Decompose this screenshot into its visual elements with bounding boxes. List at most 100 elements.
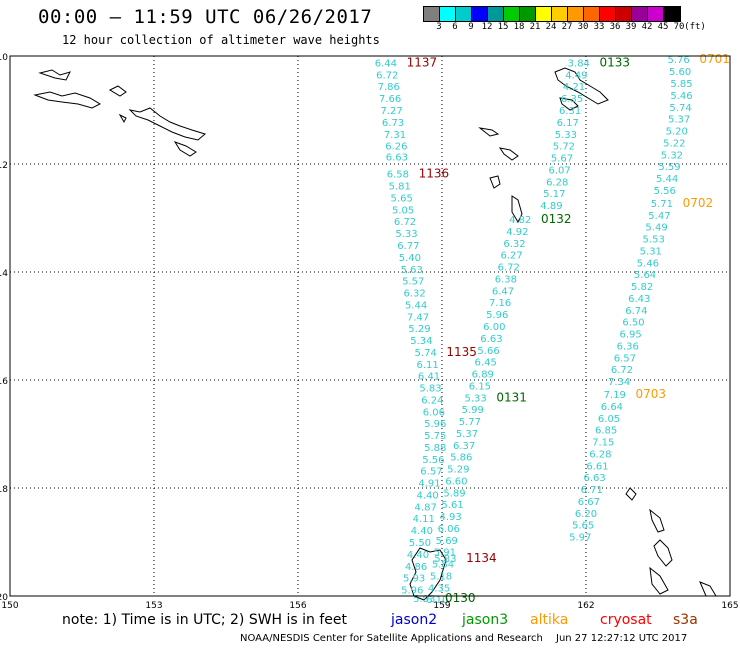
wave-height-value: 5.86 bbox=[450, 453, 472, 464]
wave-height-value: 4.93 bbox=[440, 512, 462, 523]
color-scale-tick: 12 bbox=[481, 22, 493, 32]
wave-height-value: 5.65 bbox=[391, 193, 413, 204]
wave-height-value: 6.00 bbox=[483, 322, 505, 333]
lat-label: -14 bbox=[0, 269, 8, 279]
generated-timestamp: Jun 27 12:27:12 UTC 2017 bbox=[556, 633, 688, 644]
wave-height-value: 5.96 bbox=[401, 586, 423, 597]
wave-height-value: 6.06 bbox=[438, 524, 460, 535]
coastline bbox=[108, 85, 127, 97]
wave-height-value: 6.57 bbox=[420, 467, 442, 478]
color-swatch bbox=[664, 7, 680, 21]
pass-id-label: 0701 bbox=[699, 52, 730, 66]
wave-height-value: 6.31 bbox=[559, 106, 581, 117]
wave-height-value: 5.31 bbox=[640, 246, 662, 257]
wave-height-value: 6.85 bbox=[595, 426, 617, 437]
wave-height-value: 5.53 bbox=[643, 235, 665, 246]
wave-height-value: 6.67 bbox=[578, 497, 600, 508]
wave-height-value: 7.86 bbox=[378, 82, 400, 93]
lat-label: -18 bbox=[0, 485, 8, 495]
wave-height-value: 6.27 bbox=[500, 251, 522, 262]
wave-height-value: 6.45 bbox=[475, 358, 497, 369]
wave-height-value: 5.84 bbox=[432, 560, 454, 571]
coastline bbox=[128, 107, 207, 141]
wave-height-value: 6.32 bbox=[503, 239, 525, 250]
wave-height-value: 5.96 bbox=[486, 310, 508, 321]
wave-height-value: 5.67 bbox=[551, 154, 573, 165]
wave-height-value: 5.46 bbox=[670, 91, 692, 102]
pass-id-label: 0702 bbox=[683, 196, 714, 210]
color-scale-tick: 24 bbox=[545, 22, 557, 32]
color-scale-unit: (ft) bbox=[684, 22, 706, 32]
wave-height-value: 4.86 bbox=[405, 562, 427, 573]
color-scale-tick: 9 bbox=[468, 22, 474, 32]
color-swatch bbox=[584, 7, 600, 21]
color-scale-tick: 27 bbox=[561, 22, 573, 32]
color-swatch bbox=[632, 7, 648, 21]
color-swatch bbox=[440, 7, 456, 21]
wave-height-value: 6.72 bbox=[376, 70, 398, 81]
color-swatch bbox=[600, 7, 616, 21]
lat-label: -12 bbox=[0, 161, 8, 171]
altimeter-tracks: 6.446.727.867.667.276.737.316.266.631137… bbox=[375, 52, 730, 606]
coastline bbox=[649, 508, 665, 533]
wave-height-value: 5.65 bbox=[572, 521, 594, 532]
color-swatch bbox=[552, 7, 568, 21]
wave-height-value: 6.10 bbox=[426, 595, 448, 606]
wave-height-value: 6.38 bbox=[495, 274, 517, 285]
track-0132: 4.824.926.326.276.726.386.477.165.966.00… bbox=[469, 212, 572, 392]
coastline bbox=[478, 127, 500, 137]
wave-height-value: 7.34 bbox=[608, 377, 630, 388]
wave-height-value: 5.47 bbox=[648, 211, 670, 222]
wave-height-value: 4.91 bbox=[418, 479, 440, 490]
wave-height-value: 6.71 bbox=[581, 485, 603, 496]
wave-height-value: 4.89 bbox=[540, 201, 562, 212]
credit-text: NOAA/NESDIS Center for Satellite Applica… bbox=[240, 633, 543, 644]
wave-height-value: 6.41 bbox=[418, 372, 440, 383]
coastlines bbox=[33, 67, 717, 601]
wave-height-value: 5.69 bbox=[436, 536, 458, 547]
color-scale-bar bbox=[423, 6, 681, 22]
wave-height-value: 6.07 bbox=[548, 165, 570, 176]
wave-height-value: 5.97 bbox=[569, 533, 591, 544]
track-0131: 5.335.995.775.376.375.865.296.605.895.61… bbox=[426, 390, 527, 606]
color-scale-tick: 45 bbox=[657, 22, 669, 32]
wave-height-value: 4.11 bbox=[413, 514, 435, 525]
wave-height-value: 5.56 bbox=[654, 186, 676, 197]
wave-height-value: 5.29 bbox=[447, 465, 469, 476]
wave-height-value: 5.46 bbox=[637, 258, 659, 269]
wave-height-value: 5.33 bbox=[555, 130, 577, 141]
wave-height-value: 5.93 bbox=[413, 594, 435, 605]
wave-height-value: 5.64 bbox=[634, 270, 656, 281]
color-swatch bbox=[456, 7, 472, 21]
wave-height-value: 6.57 bbox=[614, 353, 636, 364]
wave-height-value: 5.71 bbox=[651, 199, 673, 210]
coastline bbox=[118, 113, 127, 124]
wave-height-value: 5.33 bbox=[464, 393, 486, 404]
pass-id-label: 1134 bbox=[466, 551, 497, 565]
wave-height-value: 4.87 bbox=[415, 502, 437, 513]
wave-height-value: 5.37 bbox=[668, 115, 690, 126]
wave-height-value: 5.74 bbox=[415, 348, 437, 359]
color-swatch bbox=[648, 7, 664, 21]
wave-height-value: 6.72 bbox=[498, 263, 520, 274]
color-swatch bbox=[424, 7, 440, 21]
coastline bbox=[699, 581, 717, 597]
wave-height-value: 6.15 bbox=[469, 381, 491, 392]
wave-height-value: 5.85 bbox=[670, 79, 692, 90]
pass-id-label: 0132 bbox=[541, 212, 572, 226]
pass-id-label: 1135 bbox=[446, 345, 477, 359]
wave-height-value: 3.84 bbox=[568, 58, 590, 69]
track-0130: 5.93 0130 bbox=[413, 591, 475, 605]
wave-height-value: 5.77 bbox=[459, 417, 481, 428]
wave-height-value: 5.74 bbox=[669, 103, 691, 114]
legend-jason2: jason2 bbox=[391, 612, 438, 628]
wave-height-value: 7.19 bbox=[604, 390, 626, 401]
color-swatch bbox=[568, 7, 584, 21]
wave-height-value: 5.83 bbox=[434, 554, 456, 565]
wave-height-value: 5.44 bbox=[405, 300, 427, 311]
color-swatch bbox=[488, 7, 504, 21]
wave-height-value: 6.50 bbox=[622, 318, 644, 329]
wave-height-value: 5.33 bbox=[395, 229, 417, 240]
color-scale-tick: 36 bbox=[609, 22, 621, 32]
